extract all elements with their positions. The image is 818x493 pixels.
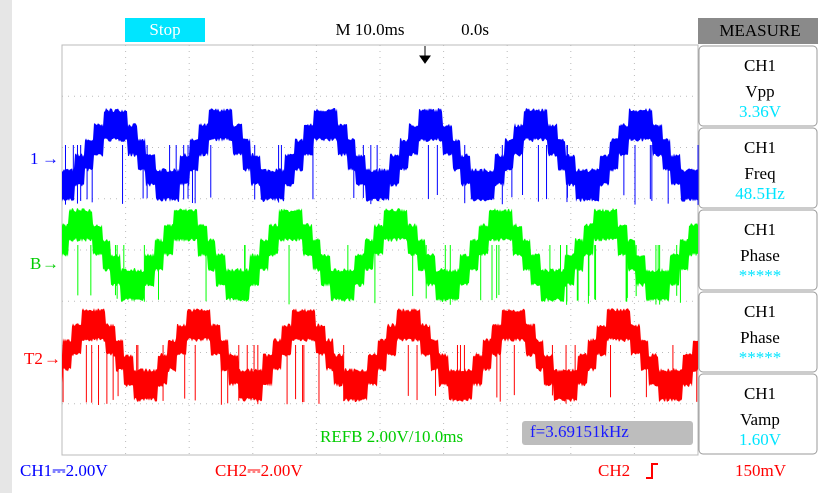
ch2-marker: T2 (24, 349, 43, 368)
ch2-scale: CH2⎓2.00V (215, 461, 303, 480)
measure-name: Freq (744, 164, 776, 183)
measure-name: Phase (740, 328, 780, 347)
timebase: M 10.0ms (336, 20, 405, 39)
measure-name: Vamp (740, 410, 780, 429)
reference-info: REFB 2.00V/10.0ms (320, 427, 463, 446)
refb-arrow: → (42, 254, 59, 273)
trigger-source: CH2 (598, 461, 630, 480)
measure-channel: CH1 (744, 138, 776, 157)
position: 0.0s (461, 20, 489, 39)
measure-name: Vpp (745, 82, 774, 101)
ch1-arrow: → (42, 149, 59, 168)
measure-value: ***** (739, 266, 782, 285)
measure-value: 3.36V (739, 102, 782, 121)
measure-channel: CH1 (744, 56, 776, 75)
frequency: f=3.69151kHz (530, 422, 629, 441)
measure-name: Phase (740, 246, 780, 265)
measure-title: MEASURE (719, 21, 800, 40)
ch1-scale: CH1⎓2.00V (20, 461, 108, 480)
ch1-marker: 1 (30, 149, 39, 168)
left-edge (0, 0, 12, 493)
measure-channel: CH1 (744, 302, 776, 321)
measure-value: 48.5Hz (735, 184, 785, 203)
oscilloscope-screen: Stop M 10.0ms 0.0s 1 → B → T2 → REFB 2.0… (0, 0, 818, 493)
refb-marker: B (30, 254, 41, 273)
measure-channel: CH1 (744, 384, 776, 403)
ch2-arrow: → (44, 349, 61, 368)
measure-channel: CH1 (744, 220, 776, 239)
measure-value: 1.60V (739, 430, 782, 449)
measure-panel: CH1Vpp3.36VCH1Freq48.5HzCH1Phase*****CH1… (699, 46, 817, 454)
status: Stop (149, 20, 180, 39)
trigger-level: 150mV (735, 461, 787, 480)
measure-value: ***** (739, 348, 782, 367)
